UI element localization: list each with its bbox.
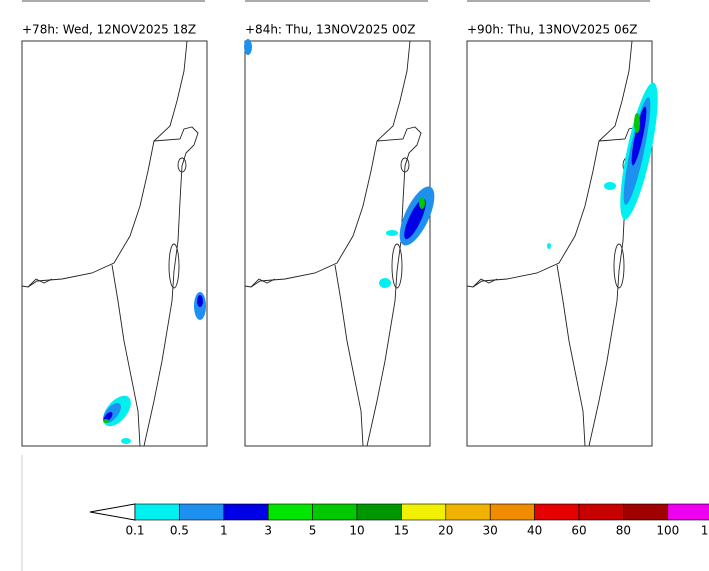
colorbar-label: 1 <box>220 524 228 538</box>
colorbar-label: 3 <box>264 524 272 538</box>
colorbar-cell <box>578 503 624 521</box>
colorbar-label: 80 <box>616 524 631 538</box>
colorbar-cell <box>401 503 447 521</box>
colorbar-label: 15 <box>394 524 409 538</box>
map-panel: +78h: Wed, 12NOV2025 18Z <box>21 23 208 447</box>
colorbar-label: 100 <box>656 524 679 538</box>
colorbar-cell <box>356 503 402 521</box>
colorbar-cell <box>223 503 269 521</box>
panel-frame <box>244 40 431 447</box>
colorbar-cell <box>667 503 709 521</box>
colorbar-cell <box>623 503 669 521</box>
panel-frame <box>466 40 653 447</box>
colorbar-label: 150 <box>701 524 709 538</box>
colorbar-label: 0.5 <box>170 524 189 538</box>
colorbar-label: 5 <box>309 524 317 538</box>
colorbar-cell <box>179 503 225 521</box>
colorbar-under-arrow <box>89 503 136 521</box>
colorbar-label: 20 <box>438 524 453 538</box>
colorbar-cell <box>267 503 313 521</box>
colorbar-label: 40 <box>527 524 542 538</box>
map-panel: +90h: Thu, 13NOV2025 06Z <box>466 23 658 447</box>
colorbar-label: 10 <box>349 524 364 538</box>
colorbar-cell <box>534 503 580 521</box>
panel-title: +78h: Wed, 12NOV2025 18Z <box>22 23 196 37</box>
precipitation <box>103 292 206 444</box>
panel-title: +84h: Thu, 13NOV2025 00Z <box>245 23 416 37</box>
precipitation <box>547 82 658 249</box>
map-panel: +84h: Thu, 13NOV2025 00Z <box>244 23 435 447</box>
colorbar-label: 60 <box>571 524 586 538</box>
panel-title: +90h: Thu, 13NOV2025 06Z <box>467 23 638 37</box>
colorbar-label: 30 <box>483 524 498 538</box>
colorbar-cell <box>312 503 358 521</box>
precipitation <box>244 39 435 288</box>
colorbar-cell <box>134 503 180 521</box>
colorbar: 0.1 0.5 1 3 5 10 15 20 30 40 60 80 100 150 <box>89 503 709 538</box>
colorbar-cell <box>445 503 491 521</box>
colorbar-label: 0.1 <box>125 524 144 538</box>
panel-frame <box>21 40 208 447</box>
colorbar-cell <box>489 503 535 521</box>
